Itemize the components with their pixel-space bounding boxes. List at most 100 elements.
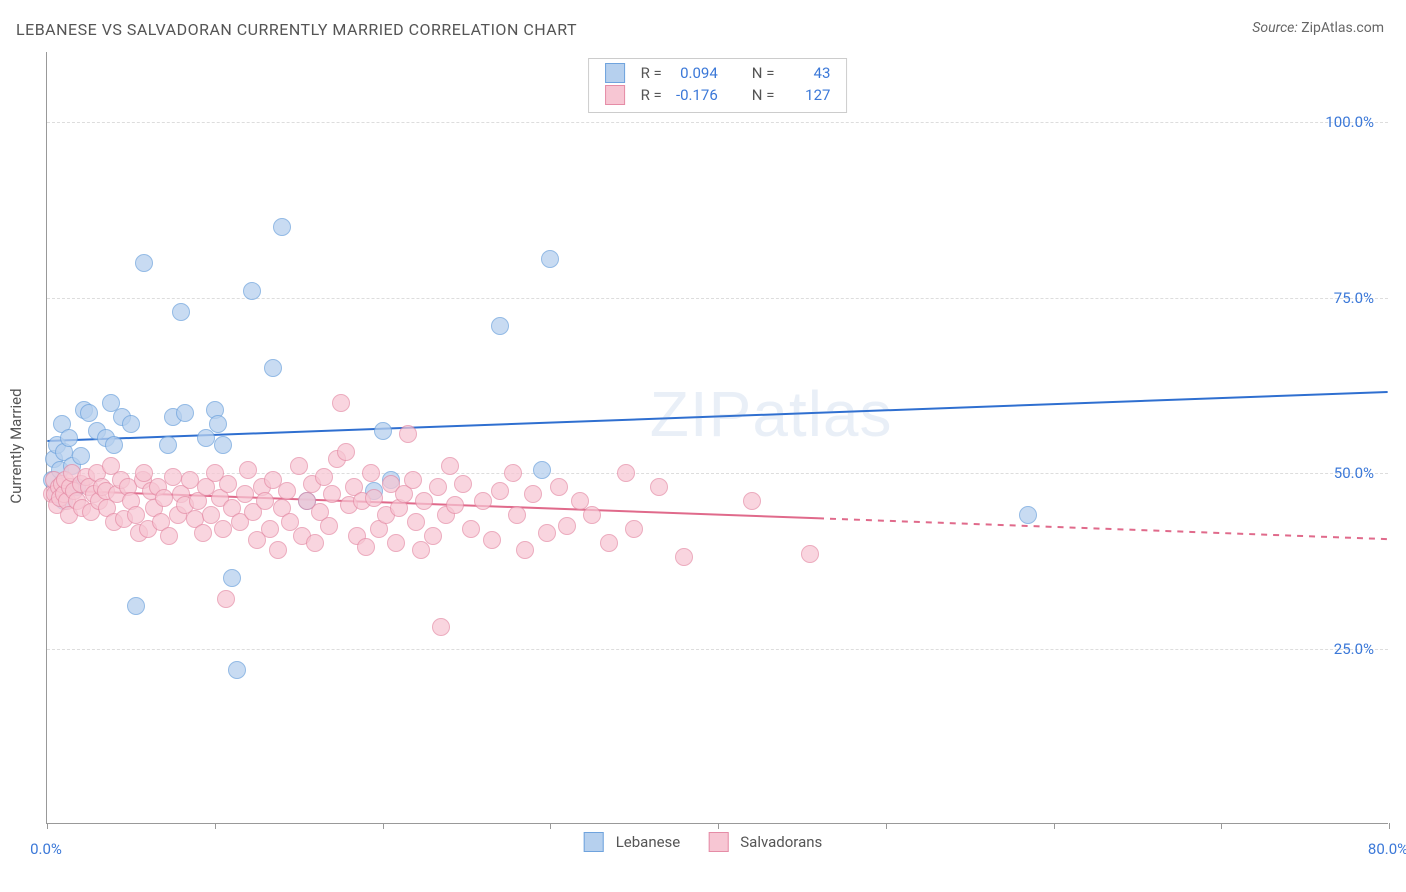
data-point xyxy=(323,485,341,503)
chart-title: LEBANESE VS SALVADORAN CURRENTLY MARRIED… xyxy=(16,20,577,39)
data-point xyxy=(801,545,819,563)
data-point xyxy=(209,415,227,433)
data-point xyxy=(80,404,98,422)
data-point xyxy=(60,429,78,447)
data-point xyxy=(583,506,601,524)
data-point xyxy=(127,597,145,615)
y-tick-label: 100.0% xyxy=(1325,113,1374,131)
data-point xyxy=(387,534,405,552)
data-point xyxy=(675,548,693,566)
x-tick xyxy=(718,823,719,829)
data-point xyxy=(256,492,274,510)
chart-container: LEBANESE VS SALVADORAN CURRENTLY MARRIED… xyxy=(0,0,1406,892)
data-point xyxy=(491,317,509,335)
data-point xyxy=(278,482,296,500)
data-point xyxy=(541,250,559,268)
n-label: N = xyxy=(746,62,781,84)
legend-item: Lebanese xyxy=(584,832,681,852)
data-point xyxy=(194,524,212,542)
data-point xyxy=(214,520,232,538)
y-axis-title: Currently Married xyxy=(7,388,25,503)
data-point xyxy=(261,520,279,538)
data-point xyxy=(228,661,246,679)
data-point xyxy=(357,538,375,556)
watermark: ZIPatlas xyxy=(650,377,893,451)
x-tick xyxy=(215,823,216,829)
swatch-icon xyxy=(708,832,728,852)
data-point xyxy=(164,468,182,486)
source-value: ZipAtlas.com xyxy=(1301,20,1384,36)
data-point xyxy=(516,541,534,559)
data-point xyxy=(508,506,526,524)
data-point xyxy=(155,489,173,507)
data-point xyxy=(269,541,287,559)
data-point xyxy=(306,534,324,552)
data-point xyxy=(404,471,422,489)
data-point xyxy=(483,531,501,549)
legend-label: Salvadorans xyxy=(740,833,822,851)
x-axis-label: 80.0% xyxy=(1368,840,1406,858)
data-point xyxy=(407,513,425,531)
data-point xyxy=(558,517,576,535)
data-point xyxy=(172,303,190,321)
x-tick xyxy=(1221,823,1222,829)
source-label: Source: xyxy=(1252,20,1297,36)
trend-lines xyxy=(47,52,1388,823)
legend-label: Lebanese xyxy=(616,833,681,851)
data-point xyxy=(617,464,635,482)
x-axis-label: 0.0% xyxy=(30,840,62,858)
data-point xyxy=(454,475,472,493)
x-tick xyxy=(1054,823,1055,829)
data-point xyxy=(160,527,178,545)
data-point xyxy=(320,517,338,535)
data-point xyxy=(362,464,380,482)
data-point xyxy=(429,478,447,496)
data-point xyxy=(600,534,618,552)
legend-item: Salvadorans xyxy=(708,832,822,852)
legend-row-lebanese: R = 0.094 N = 43 xyxy=(599,62,837,84)
data-point xyxy=(273,218,291,236)
data-point xyxy=(474,492,492,510)
data-point xyxy=(432,618,450,636)
data-point xyxy=(239,461,257,479)
r-value: 0.094 xyxy=(668,62,724,84)
gridline xyxy=(47,649,1388,650)
swatch-icon xyxy=(605,63,625,83)
data-point xyxy=(159,436,177,454)
swatch-icon xyxy=(605,85,625,105)
data-point xyxy=(337,443,355,461)
data-point xyxy=(424,527,442,545)
data-point xyxy=(243,282,261,300)
data-point xyxy=(135,464,153,482)
data-point xyxy=(332,394,350,412)
data-point xyxy=(462,520,480,538)
correlation-legend: R = 0.094 N = 43 R = -0.176 N = 127 xyxy=(588,58,848,113)
y-tick-label: 25.0% xyxy=(1334,640,1374,658)
x-tick xyxy=(886,823,887,829)
data-point xyxy=(223,569,241,587)
data-point xyxy=(176,404,194,422)
series-legend: Lebanese Salvadorans xyxy=(584,832,823,852)
data-point xyxy=(219,475,237,493)
data-point xyxy=(538,524,556,542)
r-value: -0.176 xyxy=(668,84,724,106)
x-tick xyxy=(47,823,48,829)
x-tick xyxy=(1389,823,1390,829)
n-value: 43 xyxy=(780,62,836,84)
data-point xyxy=(650,478,668,496)
data-point xyxy=(72,447,90,465)
plot-area: ZIPatlas R = 0.094 N = 43 R = -0.176 xyxy=(46,52,1388,824)
data-point xyxy=(214,436,232,454)
gridline xyxy=(47,122,1388,123)
data-point xyxy=(533,461,551,479)
source-attribution: Source: ZipAtlas.com xyxy=(1252,20,1384,36)
n-value: 127 xyxy=(780,84,836,106)
data-point xyxy=(217,590,235,608)
data-point xyxy=(1019,506,1037,524)
x-tick xyxy=(550,823,551,829)
data-point xyxy=(441,457,459,475)
data-point xyxy=(399,425,417,443)
x-tick xyxy=(383,823,384,829)
data-point xyxy=(743,492,761,510)
data-point xyxy=(625,520,643,538)
